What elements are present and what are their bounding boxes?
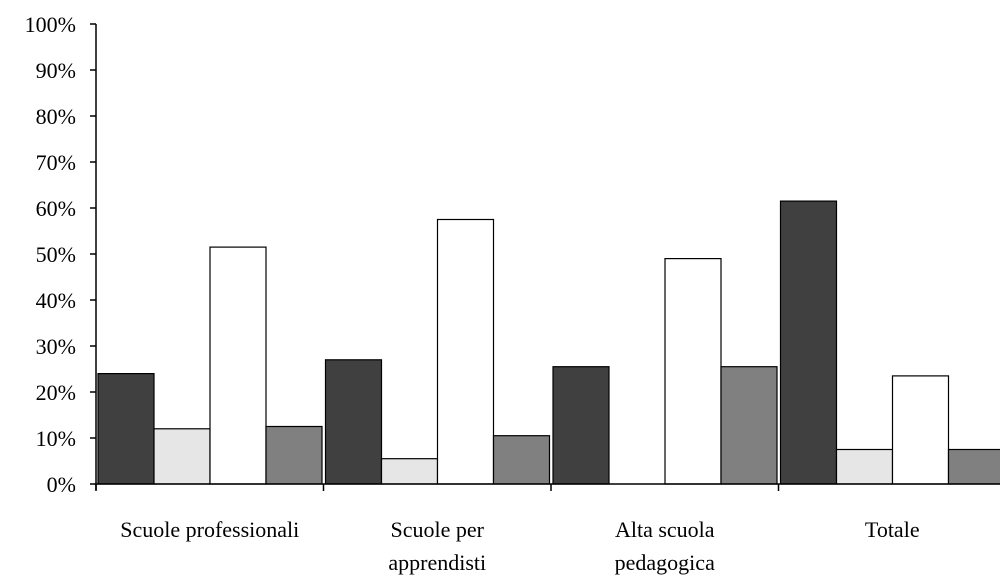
y-tick-label: 30% (36, 334, 76, 359)
category-label: pedagogica (615, 550, 715, 575)
bar-1-2 (436, 218, 495, 485)
bar-2-2 (664, 258, 722, 485)
bar-0-2 (209, 246, 267, 485)
y-tick-label: 60% (36, 196, 76, 221)
bar-3-2 (891, 375, 950, 485)
y-tick-label: 100% (25, 12, 76, 37)
bar-1-3 (492, 435, 551, 485)
y-tick-label: 80% (36, 104, 76, 129)
category-labels: Scuole professionali Scuole per apprendist… (120, 517, 919, 575)
y-tick-label: 10% (36, 426, 76, 451)
bar-2-3 (720, 366, 778, 485)
y-tick-label: 50% (36, 242, 76, 267)
y-tick-label: 40% (36, 288, 76, 313)
bars (97, 200, 1000, 485)
bar-0-1 (153, 428, 211, 485)
category-label: Scuole per (391, 517, 485, 542)
bar-0-0 (97, 373, 155, 485)
category-label: Alta scuola (615, 517, 715, 542)
y-tick-label: 20% (36, 380, 76, 405)
category-label: apprendisti (388, 550, 486, 575)
bar-1-0 (324, 359, 383, 485)
bar-2-0 (552, 366, 610, 485)
y-tick-label: 90% (36, 58, 76, 83)
y-axis: 0% 10% 20% 30% 40% 50% 60% 70% 80% 90% 100% (25, 12, 97, 497)
bar-3-0 (779, 200, 838, 485)
category-label: Scuole professionali (120, 517, 299, 542)
bar-3-1 (835, 448, 894, 485)
category-label: Totale (865, 517, 920, 542)
x-axis (95, 483, 1000, 491)
bar-3-3 (947, 448, 1000, 485)
bar-0-3 (265, 425, 323, 485)
y-tick-label: 70% (36, 150, 76, 175)
y-tick-label: 0% (47, 472, 76, 497)
bar-1-1 (380, 458, 439, 485)
